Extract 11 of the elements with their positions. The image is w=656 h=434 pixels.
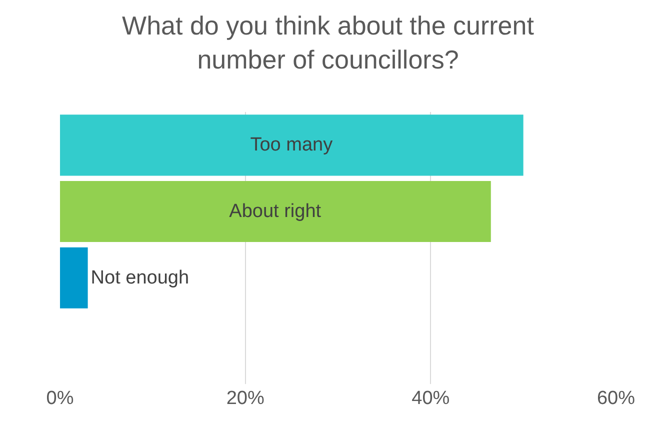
chart-title: What do you think about the current number of councillors? [122, 10, 535, 75]
y-tick-label: Not enough [90, 267, 190, 288]
bar [60, 181, 491, 242]
y-tick-label: Too many [250, 134, 334, 156]
x-tick-label: 60% [596, 388, 636, 409]
x-tick-label: 20% [226, 388, 264, 409]
bar [60, 114, 524, 176]
x-tick-label: 0% [46, 388, 74, 409]
x-tick-label: 40% [412, 388, 450, 409]
y-tick-label: About right [229, 201, 322, 222]
bar [60, 247, 88, 308]
